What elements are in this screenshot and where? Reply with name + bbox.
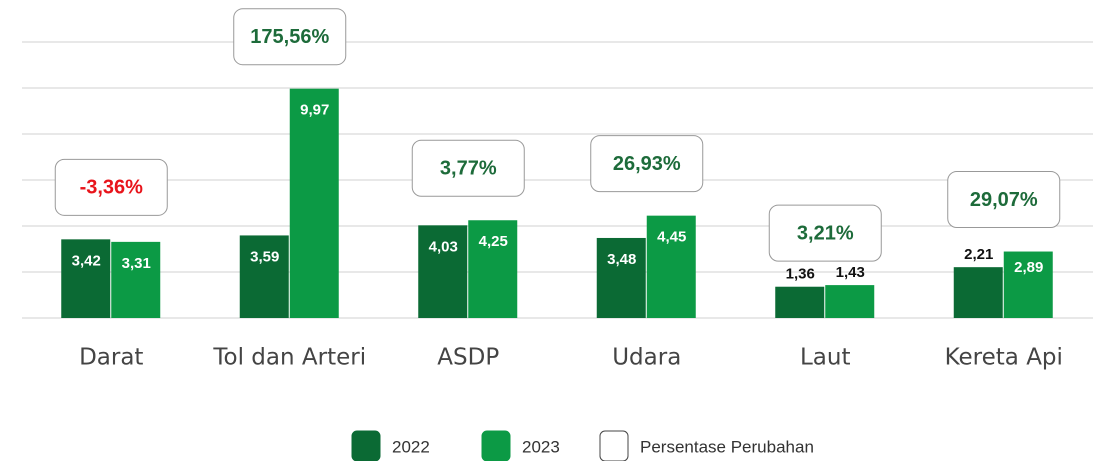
legend-label: Persentase Perubahan: [640, 437, 814, 456]
legend-label: 2023: [522, 437, 560, 456]
category-label: Kereta Api: [945, 345, 1063, 371]
change-box: [768, 204, 882, 262]
legend-label: 2022: [392, 437, 430, 456]
value-label: 3,48: [607, 251, 636, 268]
bar: [468, 220, 518, 318]
bar: [596, 237, 646, 318]
change-label: 26,93%: [613, 153, 681, 175]
legend-swatch: [481, 430, 511, 461]
category-label: Darat: [79, 345, 143, 371]
value-label: 3,59: [250, 248, 279, 265]
bar: [953, 267, 1003, 318]
change-label: -3,36%: [80, 177, 144, 199]
value-label: 1,43: [836, 264, 865, 281]
value-label: 3,42: [72, 252, 101, 269]
value-label: 3,31: [122, 255, 151, 272]
value-label: 2,89: [1014, 259, 1043, 276]
change-box: [233, 8, 347, 66]
category-label: Udara: [612, 345, 681, 371]
change-label: 3,77%: [440, 158, 497, 180]
change-box: [947, 171, 1061, 229]
bar: [61, 239, 111, 318]
bar: [111, 241, 161, 318]
bar: [825, 285, 875, 318]
value-label: 9,97: [300, 102, 329, 119]
value-label: 4,25: [479, 233, 508, 250]
change-label: 175,56%: [250, 26, 329, 48]
bar: [289, 88, 339, 318]
value-label: 2,21: [964, 246, 993, 263]
bar: [239, 235, 289, 318]
bar: [418, 225, 468, 318]
bar: [1003, 251, 1053, 318]
legend-swatch: [599, 430, 629, 461]
category-label: ASDP: [437, 345, 499, 371]
category-label: Laut: [800, 345, 851, 371]
legend-swatch: [351, 430, 381, 461]
change-label: 3,21%: [797, 222, 854, 244]
change-box: [590, 135, 704, 193]
change-label: 29,07%: [970, 189, 1038, 211]
category-label: Tol dan Arteri: [212, 345, 366, 371]
value-label: 4,03: [429, 238, 458, 255]
change-box: [54, 158, 168, 216]
bar: [646, 215, 696, 318]
bar: [775, 286, 825, 318]
change-box: [411, 139, 525, 197]
value-label: 1,36: [786, 266, 815, 283]
value-label: 4,45: [657, 229, 686, 246]
